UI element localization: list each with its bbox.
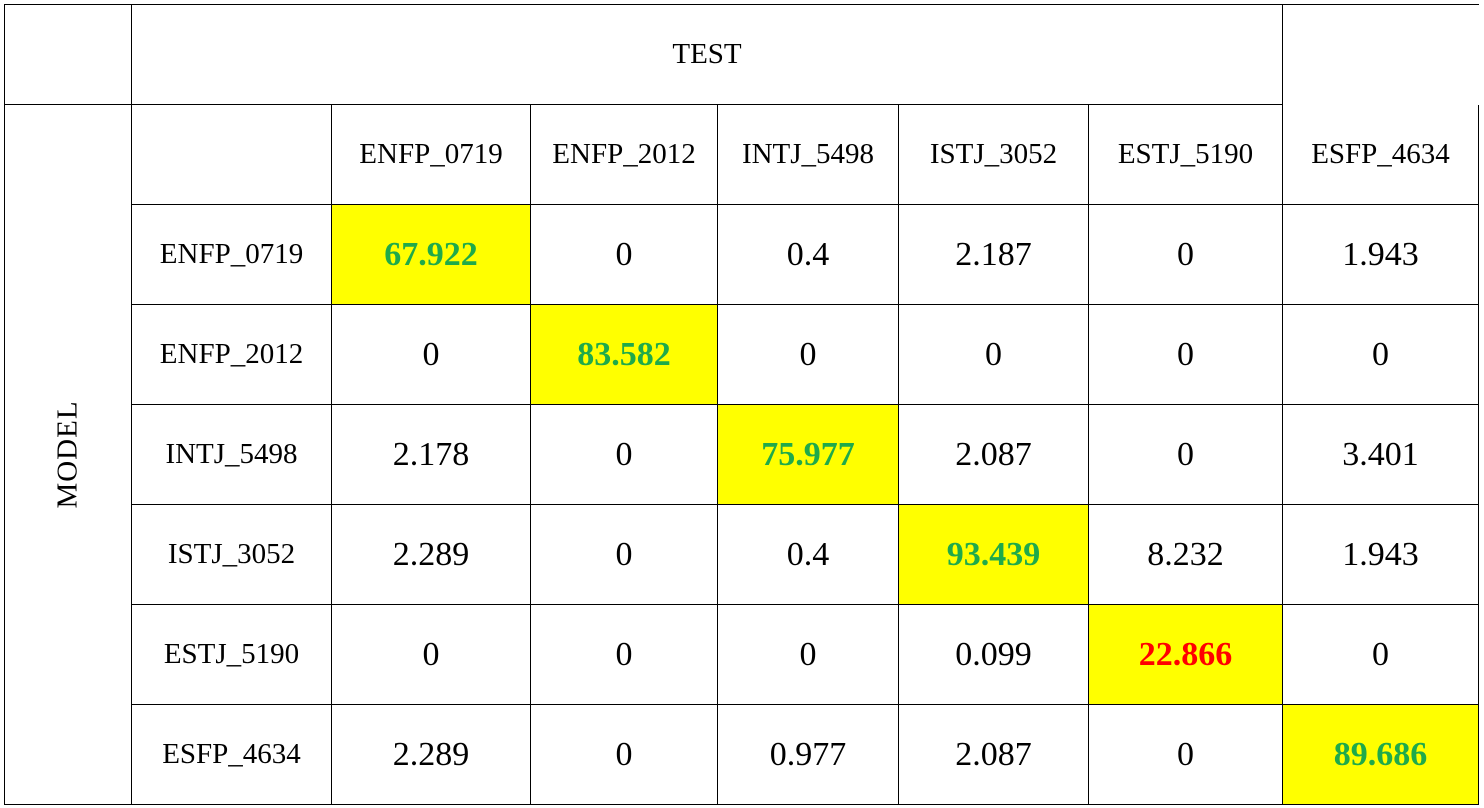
column-header: INTJ_5498 xyxy=(718,105,899,205)
table-cell: 2.187 xyxy=(899,205,1089,305)
column-header: ENFP_2012 xyxy=(531,105,718,205)
table-cell: 0 xyxy=(1089,305,1283,405)
table-cell: 0.977 xyxy=(718,705,899,805)
table-cell: 0 xyxy=(1283,605,1479,705)
table-cell: 0 xyxy=(718,305,899,405)
table-cell: 0 xyxy=(531,205,718,305)
table-cell: 3.401 xyxy=(1283,405,1479,505)
row-header-corner xyxy=(132,105,332,205)
column-header: ENFP_0719 xyxy=(332,105,531,205)
table-cell: 2.289 xyxy=(332,705,531,805)
table-cell: 1.943 xyxy=(1283,205,1479,305)
row-header: ESTJ_5190 xyxy=(132,605,332,705)
table-cell: 1.943 xyxy=(1283,505,1479,605)
row-header: ISTJ_3052 xyxy=(132,505,332,605)
table-cell: 0.4 xyxy=(718,505,899,605)
table-cell: 0 xyxy=(531,605,718,705)
column-header: ESTJ_5190 xyxy=(1089,105,1283,205)
model-header: MODEL xyxy=(5,105,132,805)
column-header: ESFP_4634 xyxy=(1283,105,1479,205)
table-cell: 0 xyxy=(332,605,531,705)
diagonal-cell: 75.977 xyxy=(718,405,899,505)
table-cell: 0.4 xyxy=(718,205,899,305)
diagonal-cell: 67.922 xyxy=(332,205,531,305)
table-cell: 8.232 xyxy=(1089,505,1283,605)
table-cell: 0 xyxy=(531,405,718,505)
diagonal-cell: 93.439 xyxy=(899,505,1089,605)
test-header: TEST xyxy=(132,5,1283,105)
table-cell: 2.289 xyxy=(332,505,531,605)
table-cell: 2.087 xyxy=(899,405,1089,505)
row-header: ESFP_4634 xyxy=(132,705,332,805)
table-cell: 2.087 xyxy=(899,705,1089,805)
table-cell: 0 xyxy=(531,505,718,605)
table-cell: 0 xyxy=(1089,705,1283,805)
row-header: ENFP_0719 xyxy=(132,205,332,305)
table-cell: 0 xyxy=(899,305,1089,405)
results-table: TEST MODEL ENFP_0719 ENFP_2012 INTJ_5498 IS… xyxy=(4,4,1479,805)
table-cell: 0.099 xyxy=(899,605,1089,705)
table-cell: 0 xyxy=(1089,405,1283,505)
table-cell: 0 xyxy=(1089,205,1283,305)
diagonal-cell: 22.866 xyxy=(1089,605,1283,705)
table-cell: 0 xyxy=(1283,305,1479,405)
test-label: TEST xyxy=(672,38,742,70)
table-cell: 0 xyxy=(531,705,718,805)
corner-cell xyxy=(5,5,132,105)
diagonal-cell: 89.686 xyxy=(1283,705,1479,805)
table-cell: 2.178 xyxy=(332,405,531,505)
row-header: ENFP_2012 xyxy=(132,305,332,405)
row-header: INTJ_5498 xyxy=(132,405,332,505)
model-label: MODEL xyxy=(51,400,84,509)
table-cell: 0 xyxy=(718,605,899,705)
diagonal-cell: 83.582 xyxy=(531,305,718,405)
table-cell: 0 xyxy=(332,305,531,405)
column-header: ISTJ_3052 xyxy=(899,105,1089,205)
